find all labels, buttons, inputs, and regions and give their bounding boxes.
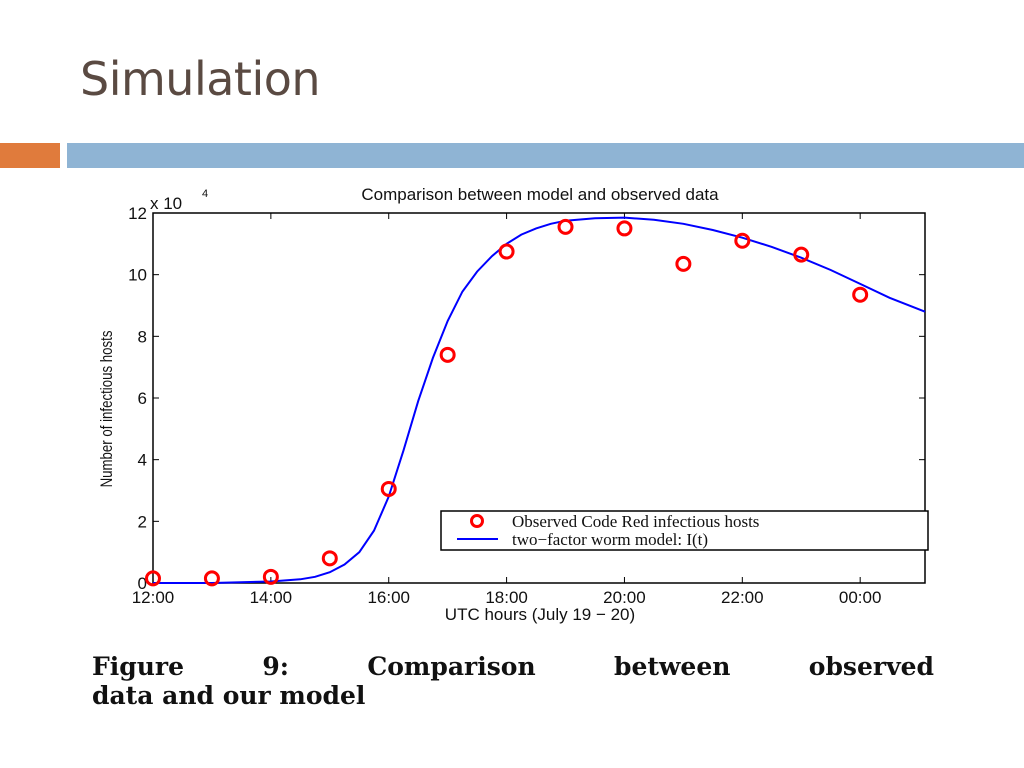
chart-legend: Observed Code Red infectious hosts two−f… (440, 510, 929, 551)
observed-point (321, 550, 338, 567)
observed-point (734, 232, 751, 249)
slide-title: Simulation (80, 52, 321, 106)
chart-title: Comparison between model and observed da… (361, 185, 719, 204)
accent-bar-orange (0, 143, 60, 168)
y-tick-label: 4 (138, 451, 147, 470)
legend-observed-marker (470, 514, 484, 528)
legend-observed-label: Observed Code Red infectious hosts (512, 512, 759, 531)
observed-point (203, 570, 220, 587)
x-tick-label: 18:00 (485, 588, 528, 607)
y-multiplier-label: x 10 (150, 194, 182, 213)
y-tick-label: 10 (128, 266, 147, 285)
x-tick-label: 00:00 (839, 588, 882, 607)
accent-bar-blue (67, 143, 1024, 168)
figure-caption: Figure 9: Comparison between observed da… (92, 652, 934, 710)
x-tick-label: 22:00 (721, 588, 764, 607)
y-tick-label: 12 (128, 204, 147, 223)
caption-line-1: Figure 9: Comparison between observed (92, 652, 934, 681)
comparison-chart: Comparison between model and observed da… (98, 185, 929, 624)
observed-point (498, 243, 515, 260)
x-tick-label: 12:00 (132, 588, 175, 607)
observed-point (439, 346, 456, 363)
observed-point (616, 220, 633, 237)
y-tick-label: 2 (138, 512, 147, 531)
caption-line-2: data and our model (92, 681, 366, 710)
y-multiplier-exponent: 4 (202, 188, 208, 200)
observed-point (557, 218, 574, 235)
legend-box (440, 510, 929, 551)
observed-point (675, 255, 692, 272)
y-tick-label: 6 (138, 389, 147, 408)
y-tick-label: 0 (138, 574, 147, 593)
y-axis-label: Number of infectious hosts (98, 330, 117, 487)
x-tick-label: 20:00 (603, 588, 646, 607)
observed-point (380, 480, 397, 497)
observed-point (793, 246, 810, 263)
y-tick-label: 8 (138, 327, 147, 346)
observed-point (145, 570, 161, 587)
observed-point (852, 286, 869, 303)
x-tick-label: 16:00 (367, 588, 410, 607)
x-axis-label: UTC hours (July 19 − 20) (445, 605, 635, 624)
x-tick-label: 14:00 (250, 588, 293, 607)
observed-point (262, 568, 279, 585)
legend-model-label: two−factor worm model: I(t) (512, 530, 708, 549)
